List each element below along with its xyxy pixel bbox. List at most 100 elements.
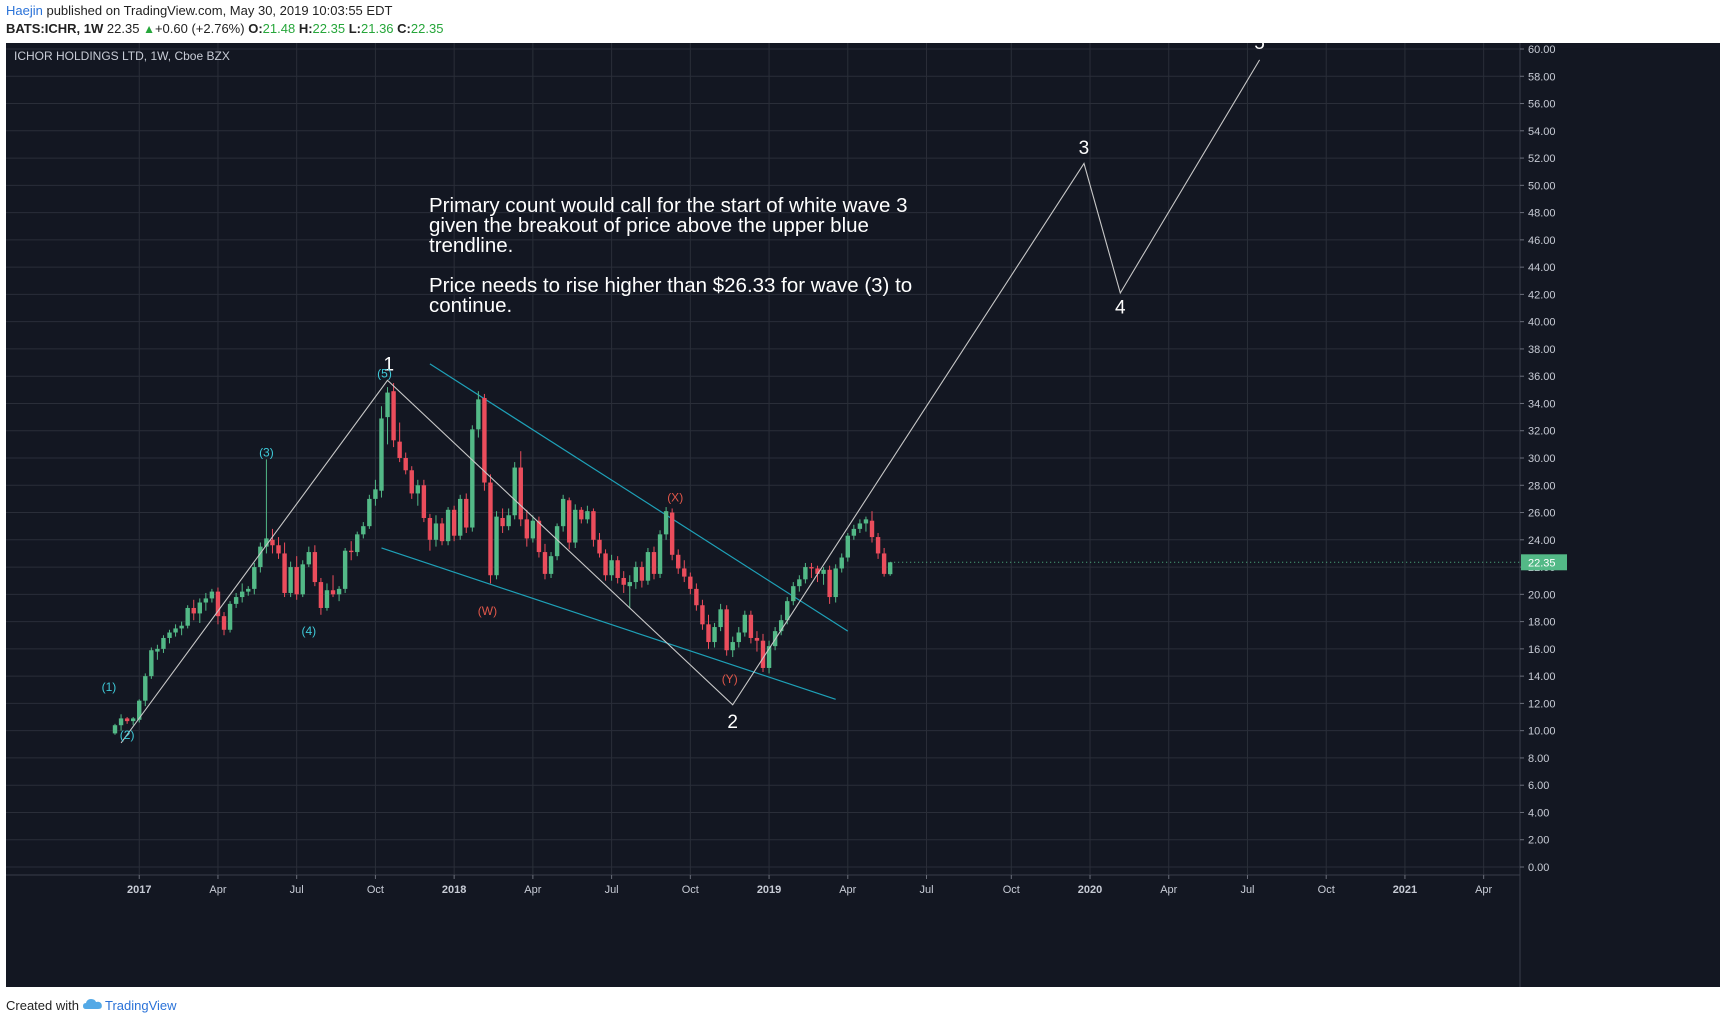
y-tick-label: 32.00 [1528,426,1556,438]
white-wave-label: 1 [383,355,394,376]
x-axis: 2017 Apr Jul Oct 2018 Apr Jul Oct 2019 Apr Jul Oct 2… [6,874,1520,896]
author-link[interactable]: Haejin [6,3,43,18]
candle-body [306,552,311,565]
candle-body [615,560,620,578]
candle-body [651,552,657,574]
x-tick-label: 2018 [442,884,466,896]
y-tick-label: 52.00 [1528,153,1556,165]
annotation-line: continue. [429,294,512,317]
triangle-up-icon: ▲ [143,22,155,36]
candle-body [597,539,602,554]
x-tick-label: Oct [682,884,699,896]
candle-body [197,602,202,614]
blue-trendline [381,547,836,700]
candle-body [875,537,881,554]
price-chart[interactable]: 2017 Apr Jul Oct 2018 Apr Jul Oct 2019 Apr Jul Oct 2… [6,33,1720,987]
red-wave-label: (Y) [722,672,738,686]
white-wave-path[interactable] [120,59,1261,744]
y-tick-label: 38.00 [1528,344,1556,356]
y-tick-label: 50.00 [1528,180,1556,192]
candle-body [264,538,269,547]
candle-body [270,539,275,546]
candle-body [155,648,160,652]
x-tick-label: Oct [1003,884,1020,896]
last-price-badge [1521,554,1567,571]
candle-body [524,519,530,539]
candle-body [803,567,808,580]
candle-body [336,588,342,595]
x-tick-label: Jul [1240,884,1254,896]
y-tick-label: 30.00 [1528,453,1556,465]
candle-body [391,391,396,441]
annotation-text[interactable]: Primary count would call for the start o… [429,194,912,317]
candle-body [373,489,378,499]
candle-body [633,567,639,583]
candle-body [760,640,766,668]
candle-body [294,567,299,595]
y-tick-label: 58.00 [1528,71,1556,83]
y-tick-label: 40.00 [1528,317,1556,329]
candle-body [348,550,354,553]
candle-body [427,517,433,540]
y-tick-label: 54.00 [1528,126,1556,138]
candlestick-series [112,383,893,735]
candle-body [730,642,735,651]
candle-body [839,557,844,569]
candle-body [361,526,366,535]
candle-body [797,579,802,587]
candle-body [603,553,608,576]
y-tick-label: 44.00 [1528,262,1556,274]
candle-body [233,597,239,604]
candle-body [736,632,741,643]
candle-body [137,700,142,720]
y-tick-label: 20.00 [1528,589,1556,601]
candle-body [542,552,548,574]
candle-body [827,569,832,598]
candle-body [239,591,245,598]
candle-body [585,511,590,520]
candle-body [246,588,251,592]
y-tick-label: 4.00 [1528,807,1549,819]
candle-body [476,399,481,430]
x-tick-label: 2017 [127,884,151,896]
candle-body [179,625,184,629]
candle-body [130,718,136,722]
candle-body [742,614,748,633]
blue-trendlines[interactable] [381,363,849,700]
candle-body [548,556,554,574]
white-wave-label: 3 [1079,138,1090,159]
candle-body [118,718,124,726]
candle-body [355,534,360,553]
chart-title: ICHOR HOLDINGS LTD, 1W, Cboe BZX [14,49,230,63]
tradingview-cloud-icon [82,998,103,1013]
candle-body [324,590,330,608]
candle-body [385,392,390,418]
candle-body [833,568,838,598]
last-price-label: 22.35 [890,554,1567,571]
candle-body [161,637,166,649]
candle-body [530,520,536,539]
candle-body [191,607,196,614]
close-label: C: [397,21,411,36]
publish-info: Haejin published on TradingView.com, May… [6,3,392,18]
candle-body [676,554,681,569]
chart-container[interactable]: 2017 Apr Jul Oct 2018 Apr Jul Oct 2019 Apr Jul Oct 2… [6,33,1720,987]
candle-body [669,512,675,555]
candle-body [815,568,820,574]
white-wave-label: 2 [727,712,738,733]
chart-background [6,43,1720,987]
candle-body [185,607,190,626]
candle-body [591,511,596,540]
change-value: +0.60 (+2.76%) [154,21,245,36]
candle-body [451,509,457,536]
tradingview-link[interactable]: TradingView [104,998,177,1013]
candle-body [500,517,505,527]
low-value: 21.36 [361,21,394,36]
y-tick-label: 10.00 [1528,726,1556,738]
candle-body [766,646,772,668]
ohlc-header: BATS:ICHR, 1W 22.35 ▲+0.60 (+2.76%) O:21… [6,21,444,36]
price-axis-panel [1520,43,1720,987]
wave-labels: 1 2 3 4 5 (1) (2) (3) (4) (5) (W) (X) (Y) [102,33,1265,742]
interval-label: 1W [83,21,104,36]
candle-body [149,650,154,677]
